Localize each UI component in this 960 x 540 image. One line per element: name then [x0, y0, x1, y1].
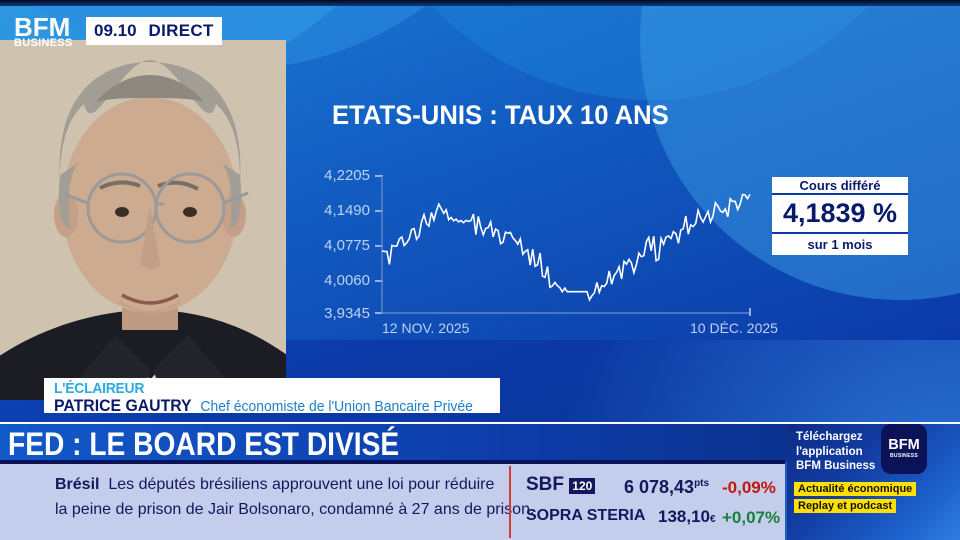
svg-text:4,0775: 4,0775 — [324, 237, 370, 254]
svg-text:4,2205: 4,2205 — [324, 167, 370, 184]
svg-text:3,9345: 3,9345 — [324, 305, 370, 322]
svg-text:10 DÉC. 2025: 10 DÉC. 2025 — [690, 320, 778, 336]
svg-text:4,1490: 4,1490 — [324, 202, 370, 219]
svg-text:4,0060: 4,0060 — [324, 272, 370, 289]
svg-text:12 NOV. 2025: 12 NOV. 2025 — [382, 320, 470, 336]
